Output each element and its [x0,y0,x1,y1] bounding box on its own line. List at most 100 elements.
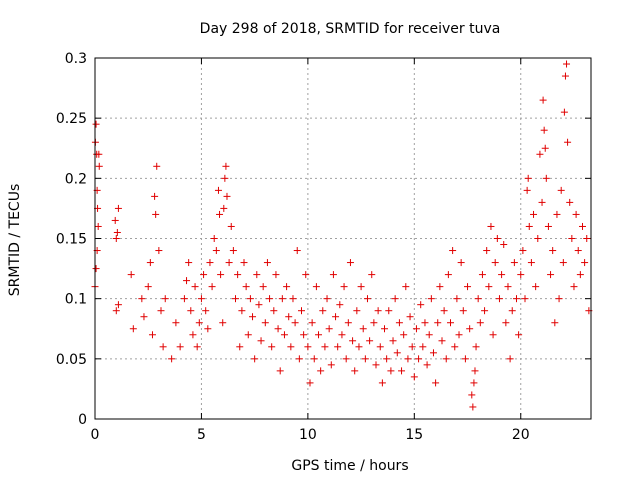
data-point [266,295,274,303]
data-point [478,271,486,279]
y-tick-label: 0.25 [56,111,87,127]
data-point [202,307,210,315]
data-point [469,403,477,411]
data-point [512,295,520,303]
data-point [321,343,329,351]
data-point [519,247,527,255]
data-point [244,331,252,339]
data-point [146,259,154,267]
data-point [231,295,239,303]
data-point [323,295,331,303]
data-point [551,319,559,327]
data-point [572,210,580,218]
data-point [283,283,291,291]
data-point [280,331,288,339]
data-point [357,283,365,291]
data-point [510,259,518,267]
data-point [559,259,567,267]
x-tick-label: 10 [299,427,317,443]
data-point [340,283,348,291]
data-point [530,210,538,218]
data-point [429,349,437,357]
data-point [436,283,444,291]
data-point [366,337,374,345]
data-point [361,355,369,363]
data-point [236,343,244,351]
data-point [302,271,310,279]
data-point [251,355,259,363]
data-point [525,222,533,230]
data-point [417,301,425,309]
data-point [432,379,440,387]
data-point [470,379,478,387]
data-point [261,319,269,327]
data-point [334,343,342,351]
data-point [183,277,191,285]
data-point [140,313,148,321]
data-point [289,295,297,303]
data-point [542,174,550,182]
data-point [410,373,418,381]
data-point [349,337,357,345]
data-point [578,222,586,230]
data-point [172,319,180,327]
data-point [310,355,318,363]
data-point [453,295,461,303]
data-point [95,162,103,170]
data-point [481,307,489,315]
data-point [151,192,159,200]
data-point [387,367,395,375]
data-point [351,367,359,375]
data-point [476,319,484,327]
data-point [583,235,591,242]
x-tick-label: 20 [512,427,530,443]
data-point [229,247,237,255]
data-point [278,295,286,303]
data-point [391,295,399,303]
data-point [406,313,414,321]
data-point [423,361,431,369]
data-point [325,325,333,333]
data-point [208,283,216,291]
data-point [427,295,435,303]
data-point [504,283,512,291]
data-point [581,259,589,267]
data-point [111,216,119,224]
data-point [270,307,278,315]
data-point [268,343,276,351]
data-point [564,138,572,146]
data-point [206,259,214,267]
data-point [191,283,199,291]
data-point [185,259,193,267]
data-point [408,343,416,351]
data-point [491,259,499,267]
data-point [112,235,120,242]
y-tick-label: 0.05 [56,352,87,368]
data-point [327,361,335,369]
data-point [189,331,197,339]
data-point [293,247,301,255]
data-point [517,271,525,279]
data-point [372,361,380,369]
y-tick-label: 0.2 [65,171,87,187]
data-point [216,210,224,218]
y-tick-label: 0.15 [56,232,87,248]
x-tick-label: 15 [405,427,423,443]
data-point [457,259,465,267]
data-point [219,319,227,327]
data-point [455,331,463,339]
data-point [112,307,120,315]
data-point [223,192,231,200]
data-point [474,295,482,303]
data-point [425,331,433,339]
data-point [493,235,501,242]
data-point [255,301,263,309]
data-point [483,247,491,255]
y-tick-label: 0.1 [65,292,87,308]
data-point [148,331,156,339]
data-point [161,295,169,303]
data-point [214,186,222,194]
data-point [315,331,323,339]
data-point [515,331,523,339]
data-point [400,331,408,339]
